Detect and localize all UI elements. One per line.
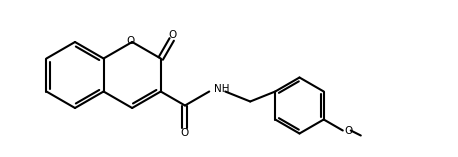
Text: O: O: [181, 127, 189, 138]
Text: O: O: [169, 30, 177, 41]
Text: NH: NH: [214, 84, 230, 94]
Text: O: O: [345, 125, 353, 135]
Text: O: O: [126, 36, 134, 46]
